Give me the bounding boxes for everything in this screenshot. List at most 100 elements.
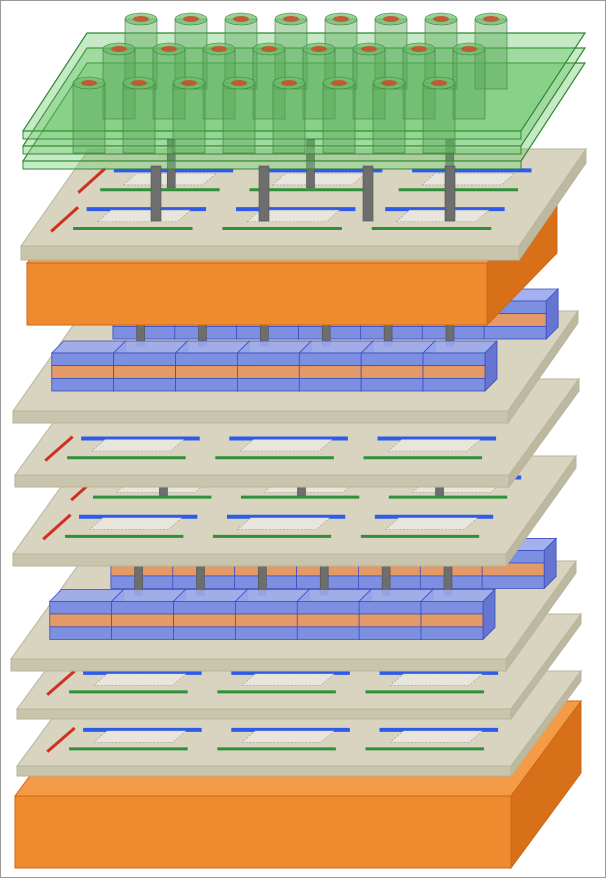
memory-layer-1-side [507,309,579,425]
sensor-cap [81,80,97,86]
memory-layer-2-block-layer-blue [481,575,545,589]
memory-layer-1-block-layer-blue [422,378,486,392]
memory-layer-1-block-layer-blue [422,352,486,366]
memory-layer-2-block-layer-blue [420,601,484,615]
sensor-cap [461,46,477,52]
memory-layer-1-block-layer-blue [298,352,362,366]
memory-layer-1-block-layer-orange [175,365,238,379]
logic-layer-4-side [508,377,580,489]
logic-layer-3-front [20,245,520,261]
memory-layer-1-block-layer-blue [51,352,115,366]
memory-layer-1-block-top [422,340,498,354]
memory-layer-2-block-layer-blue [111,626,175,640]
sensor-cylinder [372,82,406,154]
memory-layer-2-block-top [172,589,249,602]
logic-layer-7-side [510,669,582,778]
sensor-cylinder [452,48,486,120]
logic-layer-3-cell-array [96,209,192,223]
logic-layer-7-red-wire [46,726,76,753]
sensor-via [150,165,162,222]
memory-layer-1-block-layer-blue [175,352,238,366]
logic-layer-7-cell-array [389,730,484,743]
logic-layer-7-cell-array [241,730,336,743]
sensor-cap [233,16,249,22]
logic-layer-3-side [518,147,587,262]
memory-layer-2-block-layer-blue [111,601,175,615]
memory-layer-2-block-layer-blue [420,626,484,640]
logic-layer-6-front [16,708,512,720]
sensor-cap [411,46,427,52]
memory-layer-1-front [12,410,509,424]
memory-layer-1-block-top [112,340,189,354]
memory-layer-2-block-layer-orange [296,613,360,628]
sensor-cap [131,80,147,86]
sensor-cap [211,46,227,52]
memory-layer-2-block-top [296,589,373,602]
logic-layer-6-red-wire [46,669,76,696]
memory-layer-1-block-layer-blue [360,378,424,392]
sensor-cylinder [322,82,356,154]
bottom-substrate-side [510,699,582,870]
sensor-cap [183,16,199,22]
logic-layer-5-cell-array [236,517,331,530]
memory-layer-2-block-layer-blue [234,626,298,640]
logic-layer-6-cell-array [389,673,484,686]
memory-layer-1-block-top [236,340,313,354]
logic-layer-6-cell-array [241,673,336,686]
memory-layer-1-block-layer-orange [236,365,300,379]
memory-layer-2-block-layer-orange [420,613,484,628]
logic-layer-3-via [306,139,315,189]
memory-layer-2-block-layer-blue [296,626,360,640]
memory-layer-1-block-layer-blue [483,326,547,340]
logic-layer-6-side [510,612,582,721]
sensor-cap [333,16,349,22]
logic-layer-7-front [16,765,512,777]
logic-layer-5-cell-array [88,517,183,530]
sensor-cylinder [474,18,508,90]
memory-layer-1-block-top [360,340,437,354]
sensor-cap [361,46,377,52]
logic-layer-3-cell-array [395,209,490,223]
logic-layer-3-red-wire [77,167,107,194]
logic-layer-3 [20,139,587,262]
logic-layer-7-cell-array [92,730,187,743]
memory-layer-1-block-layer-blue [360,352,424,366]
sensor-cylinder [72,82,106,154]
memory-layer-2-block-layer-orange [49,613,113,628]
memory-layer-1-block-layer-orange [113,365,177,379]
sensor-cylinder [122,82,156,154]
memory-layer-2-block-layer-orange [358,613,422,628]
memory-layer-2-block-top [420,589,496,602]
sensor-cylinder [172,82,206,154]
memory-layer-1-block-layer-blue [236,378,300,392]
sensor-cap [231,80,247,86]
memory-layer-1-block-layer-blue [298,378,362,392]
sensor-cap [311,46,327,52]
memory-layer-1-block-top [298,340,375,354]
logic-layer-3-cell-array [246,209,341,223]
memory-layer-2-block-layer-orange [173,613,236,628]
sensor-cap [283,16,299,22]
bottom-substrate-front [14,795,512,869]
memory-layer-1-block-top [174,340,251,354]
memory-layer-1-block-layer-orange [422,365,486,379]
logic-layer-5-front [12,553,507,567]
logic-layer-4-cell-array [387,439,482,452]
sensor-cap [431,80,447,86]
memory-layer-2-block-top [110,589,187,602]
memory-layer-1-block-layer-blue [236,352,300,366]
memory-layer-2-block-top [234,589,311,602]
sensor-cap [433,16,449,22]
logic-layer-5-red-wire [42,513,72,541]
green-sensor-array [21,12,587,222]
memory-layer-2-block-layer-blue [234,601,298,615]
sensor-cap [281,80,297,86]
memory-layer-1-block-layer-blue [113,378,177,392]
logic-layer-3-via [166,139,176,189]
sensor-cap [383,16,399,22]
sensor-cylinder [272,82,306,154]
memory-layer-1-block-top [50,340,127,354]
sensor-cap [161,46,177,52]
memory-layer-2-front [10,658,507,672]
